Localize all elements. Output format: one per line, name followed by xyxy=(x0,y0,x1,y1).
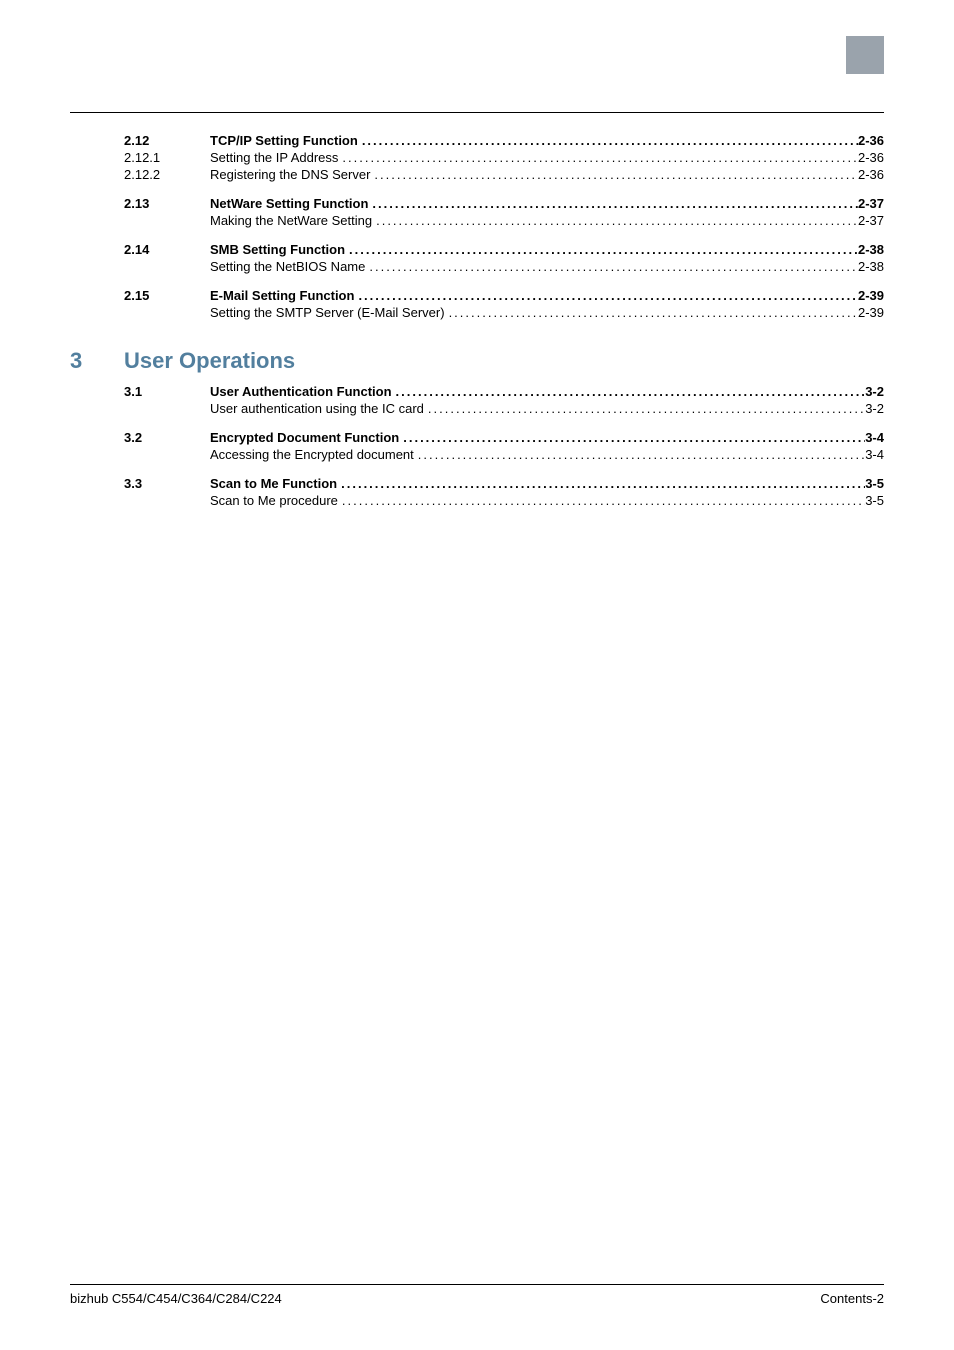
toc-leader: ........................................… xyxy=(424,401,865,416)
toc-page-number: 2-36 xyxy=(858,167,884,182)
toc-title: User Authentication Function xyxy=(210,384,392,399)
toc-section-number: 2.15 xyxy=(124,288,210,303)
toc-page-number: 2-39 xyxy=(858,288,884,303)
toc-leader: ........................................… xyxy=(372,213,858,228)
toc-entry[interactable]: 2.13NetWare Setting Function............… xyxy=(124,196,884,211)
toc-leader: ........................................… xyxy=(445,305,858,320)
chapter-title: User Operations xyxy=(124,348,295,374)
toc-leader: ........................................… xyxy=(392,384,866,399)
toc-upper: 2.12TCP/IP Setting Function.............… xyxy=(124,133,884,320)
toc-lower: 3.1User Authentication Function.........… xyxy=(124,384,884,508)
toc-title: Setting the IP Address xyxy=(210,150,338,165)
toc-section-number: 3.3 xyxy=(124,476,210,491)
toc-title: Setting the NetBIOS Name xyxy=(210,259,365,274)
toc-section-number: 3.1 xyxy=(124,384,210,399)
page-footer: bizhub C554/C454/C364/C284/C224 Contents… xyxy=(70,1284,884,1306)
toc-page-number: 2-38 xyxy=(858,242,884,257)
footer-left: bizhub C554/C454/C364/C284/C224 xyxy=(70,1291,282,1306)
toc-title: User authentication using the IC card xyxy=(210,401,424,416)
toc-title: SMB Setting Function xyxy=(210,242,345,257)
toc-page-number: 3-2 xyxy=(865,401,884,416)
toc-entry[interactable]: 2.15E-Mail Setting Function.............… xyxy=(124,288,884,303)
chapter-heading: 3 User Operations xyxy=(70,348,884,374)
toc-section-number: 2.12 xyxy=(124,133,210,148)
toc-page-number: 2-36 xyxy=(858,133,884,148)
toc-title: NetWare Setting Function xyxy=(210,196,368,211)
corner-block xyxy=(846,36,884,74)
toc-title: TCP/IP Setting Function xyxy=(210,133,358,148)
toc-page-number: 3-5 xyxy=(865,493,884,508)
toc-entry[interactable]: 3.2Encrypted Document Function..........… xyxy=(124,430,884,445)
toc-entry[interactable]: 2.12TCP/IP Setting Function.............… xyxy=(124,133,884,148)
toc-page-number: 3-4 xyxy=(865,447,884,462)
toc-section-number: 2.12.2 xyxy=(124,167,210,182)
toc-entry[interactable]: Setting the SMTP Server (E-Mail Server).… xyxy=(124,305,884,320)
toc-page-number: 2-36 xyxy=(858,150,884,165)
page-content: 2.12TCP/IP Setting Function.............… xyxy=(0,0,954,508)
top-rule xyxy=(70,112,884,113)
toc-entry[interactable]: Making the NetWare Setting..............… xyxy=(124,213,884,228)
toc-title: Accessing the Encrypted document xyxy=(210,447,414,462)
toc-leader: ........................................… xyxy=(399,430,865,445)
toc-leader: ........................................… xyxy=(365,259,858,274)
toc-page-number: 3-2 xyxy=(865,384,884,399)
toc-section-number: 2.14 xyxy=(124,242,210,257)
toc-entry[interactable]: 2.12.2Registering the DNS Server........… xyxy=(124,167,884,182)
toc-entry[interactable]: 2.12.1Setting the IP Address............… xyxy=(124,150,884,165)
toc-entry[interactable]: 3.3Scan to Me Function..................… xyxy=(124,476,884,491)
toc-entry[interactable]: Scan to Me procedure....................… xyxy=(124,493,884,508)
toc-title: Scan to Me Function xyxy=(210,476,337,491)
toc-entry[interactable]: User authentication using the IC card...… xyxy=(124,401,884,416)
toc-title: Encrypted Document Function xyxy=(210,430,399,445)
toc-entry[interactable]: 3.1User Authentication Function.........… xyxy=(124,384,884,399)
toc-page-number: 2-39 xyxy=(858,305,884,320)
toc-leader: ........................................… xyxy=(368,196,858,211)
toc-page-number: 2-38 xyxy=(858,259,884,274)
toc-leader: ........................................… xyxy=(337,476,865,491)
toc-section-number: 2.12.1 xyxy=(124,150,210,165)
toc-title: Registering the DNS Server xyxy=(210,167,370,182)
toc-entry[interactable]: Setting the NetBIOS Name................… xyxy=(124,259,884,274)
toc-leader: ........................................… xyxy=(354,288,858,303)
toc-leader: ........................................… xyxy=(414,447,865,462)
toc-title: Setting the SMTP Server (E-Mail Server) xyxy=(210,305,445,320)
toc-title: E-Mail Setting Function xyxy=(210,288,354,303)
toc-leader: ........................................… xyxy=(338,150,858,165)
toc-title: Scan to Me procedure xyxy=(210,493,338,508)
chapter-number: 3 xyxy=(70,348,124,374)
toc-leader: ........................................… xyxy=(370,167,858,182)
toc-page-number: 2-37 xyxy=(858,213,884,228)
toc-title: Making the NetWare Setting xyxy=(210,213,372,228)
toc-page-number: 2-37 xyxy=(858,196,884,211)
footer-right: Contents-2 xyxy=(820,1291,884,1306)
toc-leader: ........................................… xyxy=(345,242,858,257)
toc-entry[interactable]: Accessing the Encrypted document........… xyxy=(124,447,884,462)
toc-page-number: 3-4 xyxy=(865,430,884,445)
toc-section-number: 3.2 xyxy=(124,430,210,445)
toc-leader: ........................................… xyxy=(338,493,865,508)
toc-section-number: 2.13 xyxy=(124,196,210,211)
toc-leader: ........................................… xyxy=(358,133,858,148)
toc-entry[interactable]: 2.14SMB Setting Function................… xyxy=(124,242,884,257)
toc-page-number: 3-5 xyxy=(865,476,884,491)
